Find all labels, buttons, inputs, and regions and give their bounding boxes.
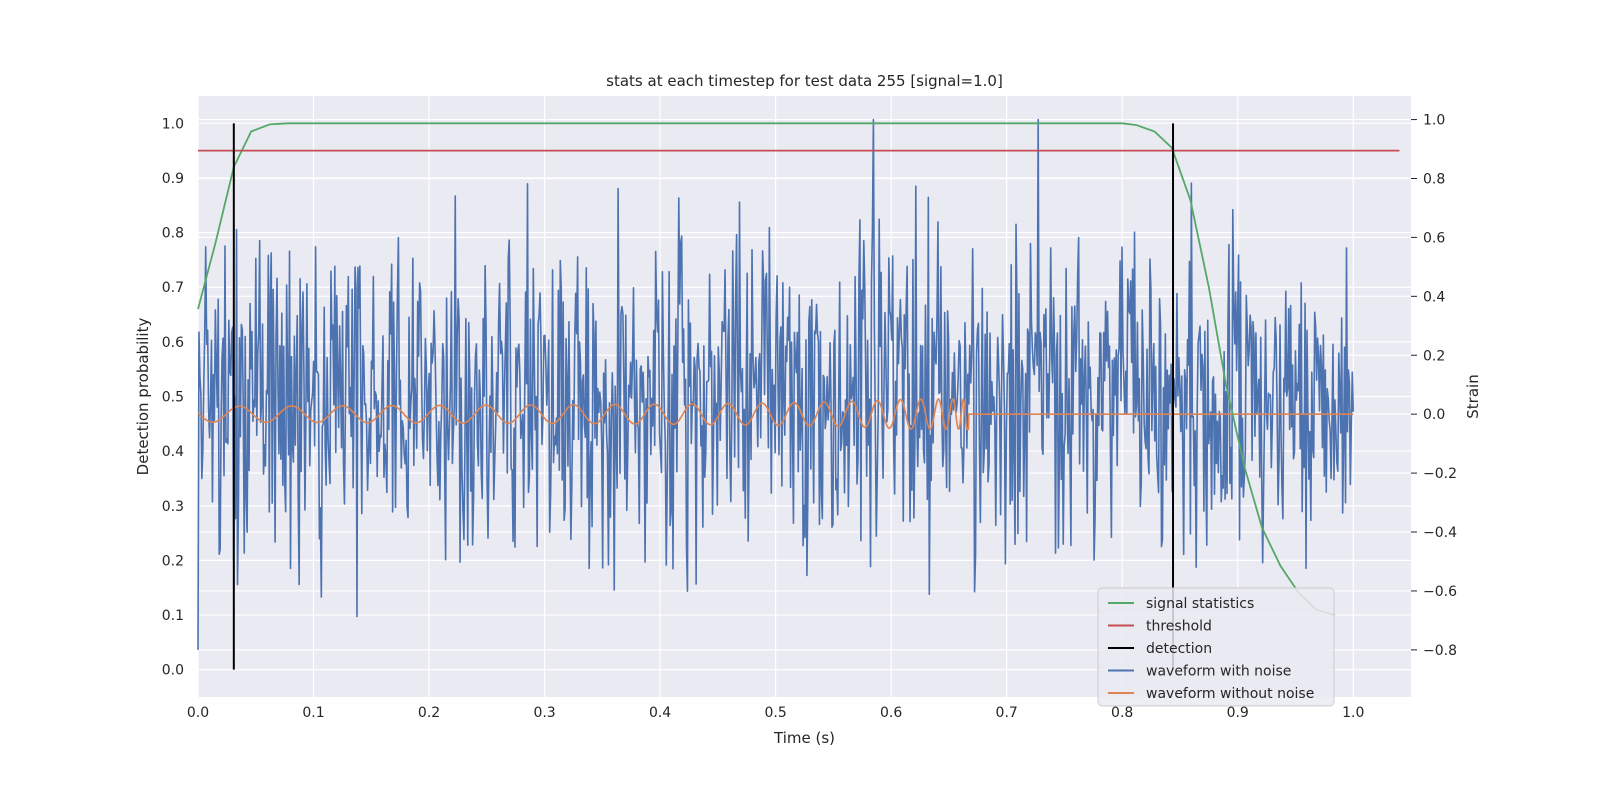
y2-tick-label: −0.4 xyxy=(1423,525,1457,541)
y2-tick-label: 0.4 xyxy=(1423,289,1445,305)
waveform-with-noise-line xyxy=(197,118,1355,650)
y2-tick-label: −0.8 xyxy=(1423,643,1457,659)
x-tick-label: 0.6 xyxy=(880,705,902,721)
x-tick-label: 0.4 xyxy=(649,705,671,721)
y-tick-label: 0.6 xyxy=(162,335,184,351)
y2-tick-label: 0.6 xyxy=(1423,230,1445,246)
y-tick-label: 0.1 xyxy=(162,608,184,624)
y-tick-label: 1.0 xyxy=(162,116,184,132)
y-tick-label: 0.2 xyxy=(162,553,184,569)
y-tick-label: 0.3 xyxy=(162,499,184,515)
x-tick-label: 0.8 xyxy=(1111,705,1133,721)
legend: signal statistics threshold detection wavef… xyxy=(1097,587,1335,707)
x-axis-label: Time (s) xyxy=(773,729,835,747)
y-tick-label: 0.5 xyxy=(162,390,184,406)
legend-label: waveform without noise xyxy=(1146,686,1314,702)
x-tick-label: 0.3 xyxy=(533,705,555,721)
y2-tick-label: 1.0 xyxy=(1423,113,1445,129)
y-tick-label: 0.9 xyxy=(162,171,184,187)
y-axis-label-right: Strain xyxy=(1464,374,1482,418)
legend-label: signal statistics xyxy=(1146,596,1254,612)
legend-box xyxy=(1097,587,1335,707)
y2-tick-label: 0.2 xyxy=(1423,348,1445,364)
x-tick-label: 1.0 xyxy=(1342,705,1364,721)
x-tick-label: 0.1 xyxy=(302,705,324,721)
y2-tick-label: −0.2 xyxy=(1423,466,1457,482)
y2-tick-label: 0.0 xyxy=(1423,407,1445,423)
x-tick-label: 0.2 xyxy=(418,705,440,721)
x-tick-label: 0.0 xyxy=(187,705,209,721)
y-tick-label: 0.8 xyxy=(162,226,184,242)
tick-layer: 0.0 0.1 0.2 0.3 0.4 0.5 0.6 0.7 0.8 0.9 1.0 0.0 0.1 0… xyxy=(162,113,1457,721)
signal-statistics-line xyxy=(197,122,1336,616)
y2-tick-label: −0.6 xyxy=(1423,584,1457,600)
x-tick-label: 0.7 xyxy=(996,705,1018,721)
x-tick-label: 0.9 xyxy=(1227,705,1249,721)
chart-title: stats at each timestep for test data 255… xyxy=(606,72,1003,90)
series-layer xyxy=(197,118,1400,670)
y-tick-label: 0.7 xyxy=(162,280,184,296)
legend-label: threshold xyxy=(1146,619,1212,635)
y2-tick-label: 0.8 xyxy=(1423,171,1445,187)
legend-label: waveform with noise xyxy=(1146,664,1291,680)
y-tick-label: 0.0 xyxy=(162,663,184,679)
waveform-without-noise-line xyxy=(197,397,1354,431)
y-axis-label: Detection probability xyxy=(134,318,152,476)
y-tick-label: 0.4 xyxy=(162,444,184,460)
x-tick-label: 0.5 xyxy=(764,705,786,721)
legend-label: detection xyxy=(1146,641,1212,657)
